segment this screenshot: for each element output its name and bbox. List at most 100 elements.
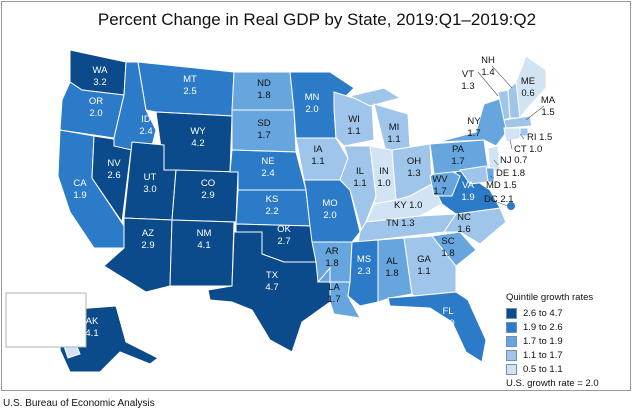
state-nm [169,219,235,287]
leader-line [493,159,499,166]
legend-label: 1.1 to 1.7 [523,349,563,361]
state-label-mi: MI [389,122,400,133]
state-value-wy: 4.2 [191,138,204,149]
state-label-md: MD 1.5 [486,180,517,191]
state-value-tx: 4.7 [265,282,278,293]
us-growth-rate: U.S. growth rate = 2.0 [506,378,599,389]
state-label-mt: MT [183,74,197,85]
state-value-nm: 4.1 [197,240,210,251]
state-label-de: DE 1.8 [496,168,525,179]
state-ma [503,115,533,129]
leader-line [509,139,513,150]
state-label-sc: SC [441,236,454,247]
state-value-vt: 1.3 [461,81,474,92]
state-label-dc: DC 2.1 [484,194,514,205]
legend-swatch [506,363,517,375]
state-label-oh: OH [407,156,421,167]
leader-line [525,105,545,121]
state-value-in: 1.0 [377,178,390,189]
state-label-nh: NH [481,55,495,66]
state-value-ma: 1.5 [541,107,554,118]
leader-line [519,133,525,140]
legend-item: 2.6 to 4.7 [506,306,626,320]
state-value-ny: 1.7 [467,128,480,139]
state-label-ks: KS [266,194,279,205]
state-value-il: 1.1 [353,178,366,189]
state-label-in: IN [379,166,389,177]
state-value-la: 1.7 [327,294,340,305]
state-dc-marker [507,202,515,210]
state-value-nh: 1.4 [481,67,494,78]
legend-swatch [506,349,517,361]
state-label-ok: OK [277,224,291,235]
state-value-ut: 3.0 [143,184,156,195]
leader-line [485,197,509,207]
state-label-or: OR [89,96,103,107]
state-value-wi: 1.1 [347,126,360,137]
state-label-tn: TN 1.3 [386,218,415,229]
state-fl [387,291,487,363]
state-value-nv: 2.6 [107,170,120,181]
source-note: U.S. Bureau of Economic Analysis [3,398,155,409]
state-label-ma: MA [541,95,556,106]
state-value-ia: 1.1 [311,156,324,167]
state-label-ne: NE [261,156,274,167]
legend-swatch [506,321,517,333]
state-label-nv: NV [107,158,121,169]
map-title: Percent Change in Real GDP by State, 201… [97,10,537,29]
state-sc [431,231,477,267]
state-label-wv: WV [432,174,448,185]
state-tx [207,231,331,353]
legend-title: Quintile growth rates [506,292,594,303]
state-label-ny: NY [467,116,481,127]
state-value-va: 1.9 [461,192,474,203]
state-label-wi: WI [348,114,360,125]
state-label-ky: KY 1.0 [394,200,422,211]
state-label-ri: RI 1.5 [527,132,552,143]
state-value-mo: 2.0 [323,210,336,221]
state-value-me: 0.6 [521,88,534,99]
state-value-id: 2.4 [139,126,152,137]
legend-item: 1.9 to 2.6 [506,320,626,334]
state-value-ms: 2.3 [357,266,370,277]
leader-line [477,183,485,191]
state-label-ia: IA [314,144,324,155]
leader-line [491,65,513,89]
state-value-mt: 2.5 [183,86,196,97]
state-value-fl: 2.0 [441,318,454,329]
state-label-ca: CA [73,178,87,189]
state-label-la: LA [328,282,340,293]
state-label-ct: CT 1.0 [514,144,542,155]
state-value-oh: 1.3 [407,168,420,179]
state-value-nc: 1.6 [457,224,470,235]
leader-line [477,71,499,97]
state-value-mi: 1.1 [387,134,400,145]
state-label-va: VA [462,180,475,191]
state-md [459,165,489,185]
state-value-mn: 2.0 [305,104,318,115]
state-label-co: CO [201,178,215,189]
state-label-nm: NM [197,228,212,239]
state-label-pa: PA [452,144,465,155]
state-value-or: 2.0 [89,108,102,119]
state-value-wv: 1.7 [433,186,446,197]
legend-swatch [506,335,517,347]
state-value-co: 2.9 [201,190,214,201]
state-value-ca: 1.9 [73,190,86,201]
state-label-az: AZ [142,228,154,239]
state-ct [503,127,521,143]
state-label-fl: FL [442,306,453,317]
legend: Quintile growth rates 2.6 to 4.7 1.9 to 2… [506,292,626,389]
state-label-tx: TX [266,270,279,281]
state-label-al: AL [386,256,398,267]
state-value-pa: 1.7 [451,156,464,167]
state-value-ok: 2.7 [277,236,290,247]
legend-label: 1.9 to 2.6 [523,321,563,333]
state-value-sc: 1.8 [441,248,454,259]
state-nj [487,145,501,173]
state-label-vt: VT [462,69,474,80]
state-label-ms: MS [357,254,371,265]
legend-label: 1.7 to 1.9 [523,335,563,347]
legend-item: 0.5 to 1.1 [506,362,626,376]
